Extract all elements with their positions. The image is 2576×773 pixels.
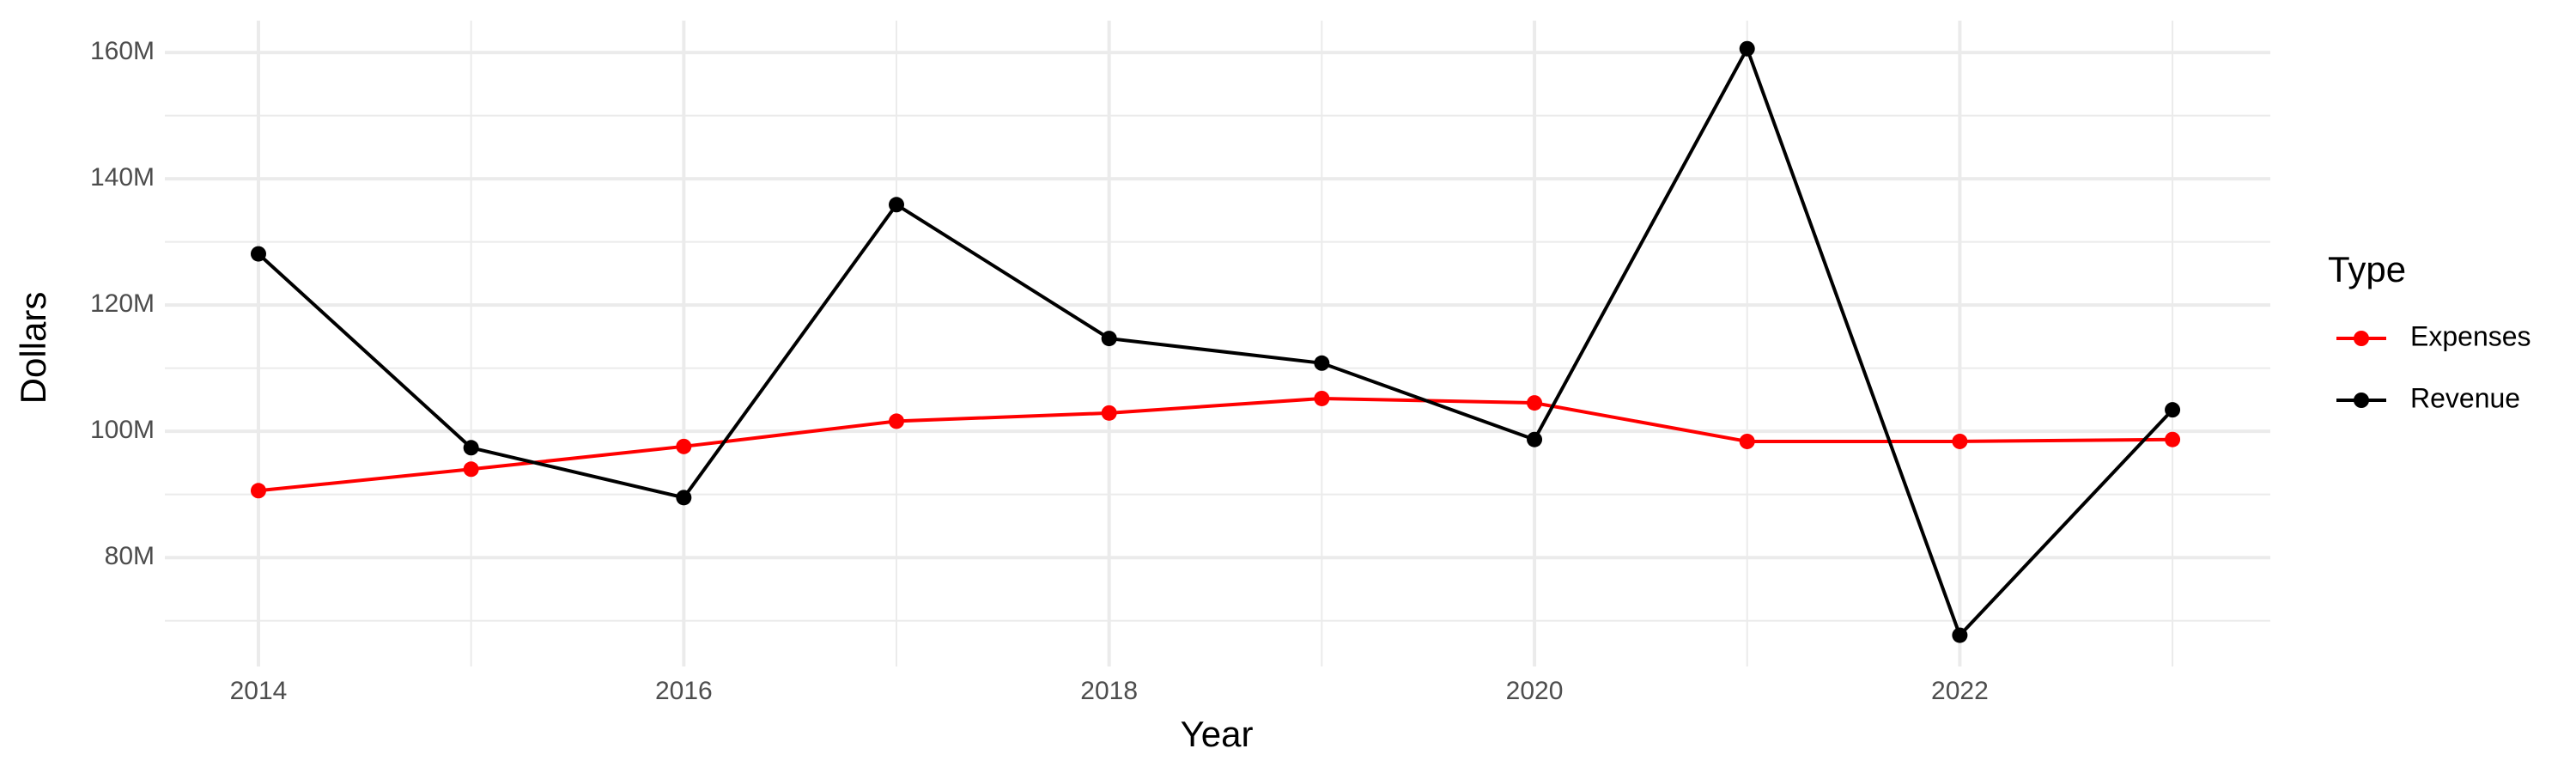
series-line [258, 396, 2173, 493]
data-point [2165, 402, 2181, 418]
x-tick-label: 2014 [230, 677, 288, 705]
data-point [2165, 431, 2181, 447]
y-tick-label: 120M [90, 289, 155, 318]
y-tick-label: 160M [90, 37, 155, 65]
y-tick-label: 140M [90, 163, 155, 192]
data-point [676, 438, 692, 454]
data-point [1101, 331, 1117, 347]
legend-key-point [2354, 331, 2369, 346]
data-point [250, 483, 266, 499]
data-point [889, 413, 905, 429]
data-point [463, 461, 479, 478]
data-point [1739, 433, 1755, 449]
legend-key-point [2354, 393, 2369, 408]
legend-label: Revenue [2410, 382, 2520, 413]
x-tick-label: 2022 [1931, 677, 1989, 705]
data-point [1314, 355, 1330, 371]
x-tick-label: 2020 [1506, 677, 1564, 705]
x-tick-label: 2018 [1080, 677, 1138, 705]
data-point [889, 197, 905, 213]
y-tick-label: 100M [90, 416, 155, 444]
data-point [1527, 395, 1543, 411]
data-point [1952, 627, 1968, 643]
y-tick-label: 80M [105, 542, 155, 570]
data-point [250, 246, 266, 262]
legend-label: Expenses [2410, 320, 2531, 351]
data-point [463, 440, 479, 456]
series-line [257, 44, 2174, 639]
data-point [676, 490, 692, 506]
y-axis-title: Dollars [13, 292, 53, 405]
data-point [1952, 433, 1968, 449]
data-point [1527, 431, 1543, 447]
x-tick-label: 2016 [655, 677, 713, 705]
x-axis-title: Year [1181, 714, 1254, 754]
data-point [1314, 390, 1330, 406]
legend-title: Type [2328, 249, 2406, 289]
data-point [1101, 405, 1117, 421]
data-point [1739, 40, 1755, 57]
